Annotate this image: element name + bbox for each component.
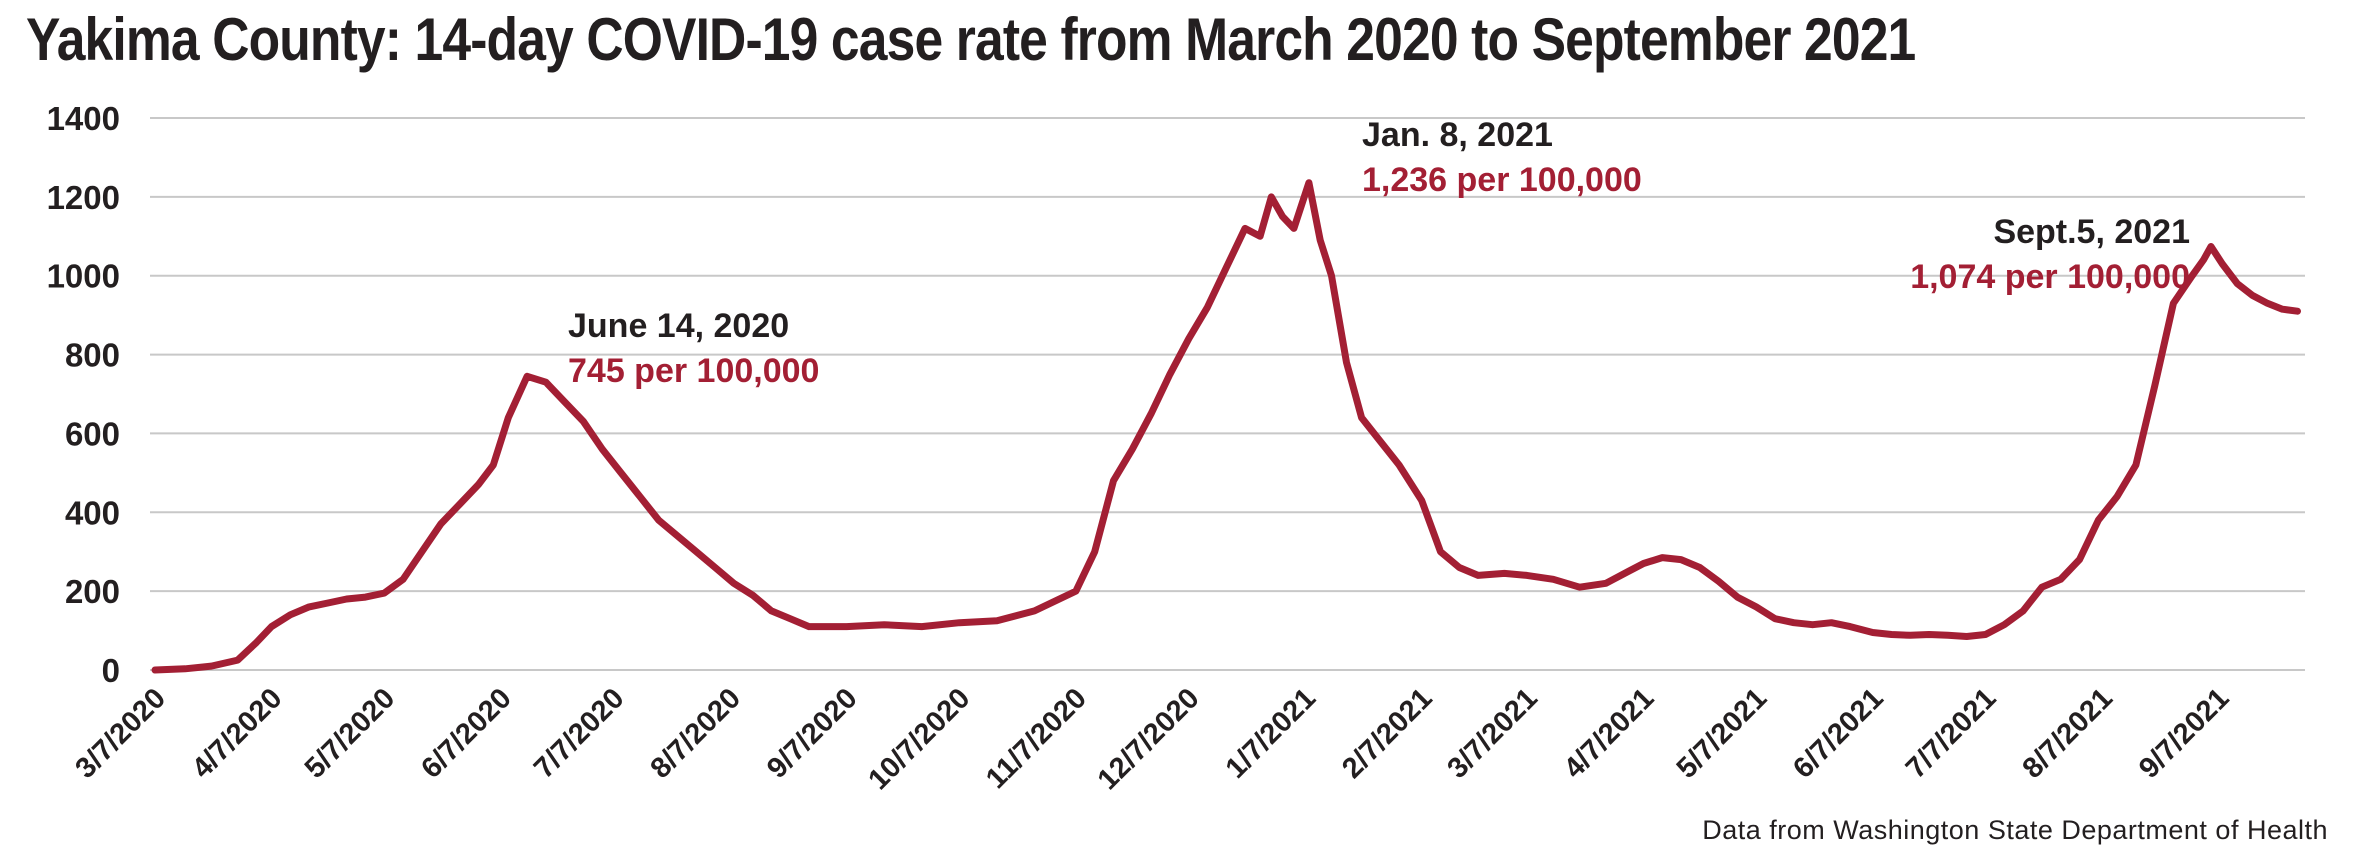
y-tick-label: 400 — [65, 494, 120, 531]
x-tick-label: 7/7/2020 — [528, 682, 630, 784]
y-tick-label: 1000 — [47, 258, 120, 295]
y-tick-label: 200 — [65, 573, 120, 610]
x-tick-label: 10/7/2020 — [862, 682, 976, 796]
x-tick-label: 8/7/2020 — [645, 682, 747, 784]
annotation-date: Sept.5, 2021 — [1993, 213, 2190, 251]
x-tick-label: 4/7/2020 — [186, 682, 288, 784]
y-axis: 0 200 400 600 800 1000 1200 1400 — [47, 100, 120, 689]
chart-title: Yakima County: 14-day COVID-19 case rate… — [26, 6, 1916, 73]
y-tick-label: 0 — [102, 652, 120, 689]
y-tick-label: 1400 — [47, 100, 120, 137]
x-tick-label: 6/7/2021 — [1787, 682, 1889, 784]
x-tick-label: 5/7/2021 — [1671, 682, 1773, 784]
annotation-date: Jan. 8, 2021 — [1362, 116, 1553, 154]
gridlines — [150, 117, 2305, 671]
annotation-value: 745 per 100,000 — [568, 352, 819, 390]
x-tick-label: 5/7/2020 — [299, 682, 401, 784]
series-layer — [151, 179, 2301, 674]
annotation-date: June 14, 2020 — [568, 307, 789, 345]
y-tick-label: 1200 — [47, 179, 120, 216]
x-tick-label: 9/7/2021 — [2133, 682, 2235, 784]
x-tick-label: 3/7/2020 — [69, 682, 171, 784]
y-tick-label: 800 — [65, 337, 120, 374]
x-tick-label: 9/7/2020 — [761, 682, 863, 784]
series-line — [151, 179, 2301, 674]
annotations: June 14, 2020 745 per 100,000 Jan. 8, 2021… — [568, 116, 2190, 390]
x-tick-label: 11/7/2020 — [980, 682, 1093, 795]
x-tick-label: 6/7/2020 — [415, 682, 517, 784]
x-axis: 3/7/2020 4/7/2020 5/7/2020 6/7/2020 7/7/2020… — [69, 682, 2235, 796]
y-tick-label: 600 — [65, 415, 120, 452]
x-tick-label: 3/7/2021 — [1441, 682, 1543, 784]
x-tick-label: 1/7/2021 — [1220, 682, 1322, 784]
x-tick-label: 2/7/2021 — [1336, 682, 1438, 784]
x-tick-label: 7/7/2021 — [1900, 682, 2002, 784]
x-tick-label: 4/7/2021 — [1558, 682, 1660, 784]
annotation-value: 1,236 per 100,000 — [1362, 161, 1642, 199]
x-tick-label: 8/7/2021 — [2017, 682, 2119, 784]
source-note: Data from Washington State Department of… — [1702, 815, 2328, 845]
x-tick-label: 12/7/2020 — [1092, 682, 1206, 796]
annotation-value: 1,074 per 100,000 — [1910, 258, 2190, 296]
